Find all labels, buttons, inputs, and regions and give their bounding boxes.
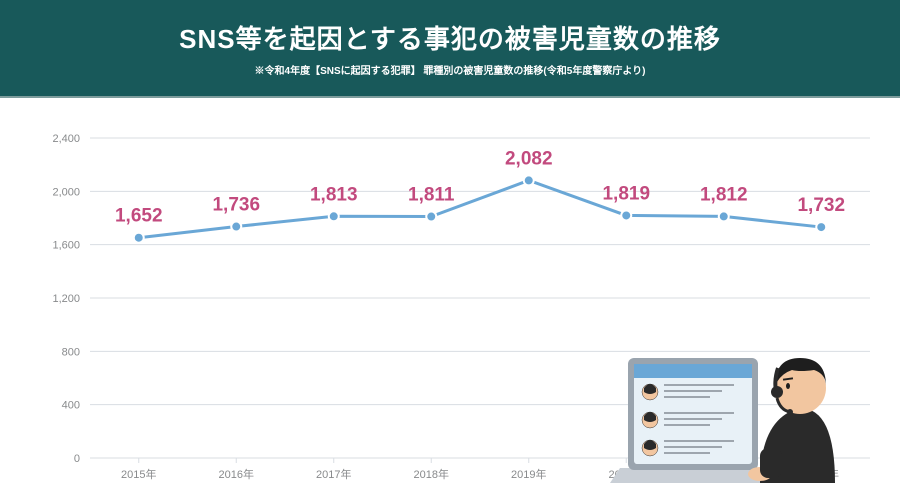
data-labels: 1,652 1,736 1,813 1,811 2,082 1,819 1,812 1,732 xyxy=(115,148,845,226)
svg-text:1,811: 1,811 xyxy=(408,185,455,206)
svg-text:1,736: 1,736 xyxy=(212,195,260,216)
svg-text:1,812: 1,812 xyxy=(700,184,748,205)
chart-header: SNS等を起因とする事犯の被害児童数の推移 ※令和4年度【SNSに起因する犯罪】… xyxy=(0,0,900,98)
svg-text:2019年: 2019年 xyxy=(511,467,546,481)
svg-text:2015年: 2015年 xyxy=(121,467,156,481)
svg-text:1,813: 1,813 xyxy=(310,184,358,205)
svg-text:0: 0 xyxy=(74,453,80,465)
svg-text:1,200: 1,200 xyxy=(52,293,80,305)
chart-title: SNS等を起因とする事犯の被害児童数の推移 xyxy=(179,19,721,56)
illustration-person-laptop xyxy=(610,328,840,488)
y-axis: 0 400 800 1,200 1,600 2,000 2,400 xyxy=(52,133,80,465)
svg-text:2,400: 2,400 xyxy=(52,133,80,145)
svg-text:2017年: 2017年 xyxy=(316,467,351,481)
svg-text:2,082: 2,082 xyxy=(505,148,553,169)
svg-text:1,819: 1,819 xyxy=(602,183,650,204)
svg-text:2018年: 2018年 xyxy=(414,467,449,481)
svg-text:1,652: 1,652 xyxy=(115,206,163,227)
svg-text:400: 400 xyxy=(62,400,80,412)
svg-text:2,000: 2,000 xyxy=(52,186,80,198)
chart-subtitle: ※令和4年度【SNSに起因する犯罪】 罪種別の被害児童数の推移(令和5年度警察庁… xyxy=(255,62,646,77)
chart-area: 0 400 800 1,200 1,600 2,000 2,400 2015年 2016年 20… xyxy=(0,98,900,504)
svg-text:800: 800 xyxy=(62,346,80,358)
svg-text:2016年: 2016年 xyxy=(219,467,254,481)
svg-text:1,600: 1,600 xyxy=(52,240,80,252)
svg-text:1,732: 1,732 xyxy=(797,195,845,216)
